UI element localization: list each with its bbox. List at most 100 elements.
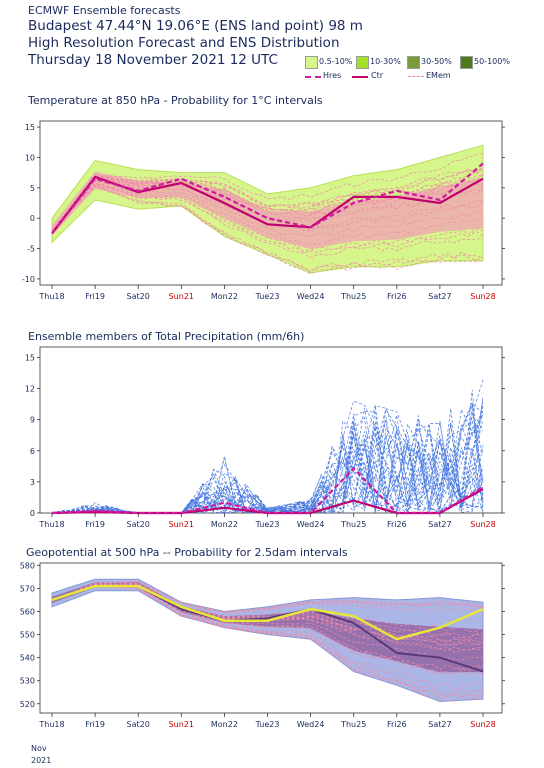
ensemble-member-line bbox=[51, 586, 484, 698]
legend-label-4: 50-100% bbox=[474, 57, 510, 66]
ensemble-member-line bbox=[51, 411, 484, 514]
ensemble-member-line bbox=[51, 582, 484, 632]
x-tick-label: Fri19 bbox=[85, 292, 105, 301]
y-tick-label: 15 bbox=[25, 353, 35, 362]
x-tick-label: Sun21 bbox=[169, 520, 194, 529]
x-tick-label: Sat27 bbox=[428, 292, 451, 301]
legend-emem-line bbox=[408, 76, 424, 77]
x-tick-label: Thu25 bbox=[340, 720, 366, 729]
ensemble-member-line bbox=[51, 419, 484, 514]
x-tick-label: Sun21 bbox=[169, 292, 194, 301]
precip-panel-title: Ensemble members of Total Precipitation … bbox=[28, 330, 305, 343]
ensemble-member-line bbox=[51, 396, 484, 514]
ensemble-member-line bbox=[51, 415, 484, 514]
ensemble-member-line bbox=[51, 404, 484, 514]
x-tick-label: Mon22 bbox=[211, 720, 238, 729]
ensemble-member-line bbox=[51, 586, 484, 690]
y-tick-label: 580 bbox=[20, 561, 35, 570]
ensemble-member-line bbox=[51, 413, 484, 514]
x-tick-label: Wed24 bbox=[297, 720, 325, 729]
ensemble-member-line bbox=[51, 178, 484, 231]
ensemble-member-line bbox=[51, 404, 484, 514]
ensemble-member-line bbox=[52, 408, 484, 514]
header-line1: ECMWF Ensemble forecasts bbox=[28, 4, 181, 17]
legend-swatch-2 bbox=[356, 56, 369, 69]
ensemble-member-line bbox=[51, 178, 484, 231]
ensemble-member-line bbox=[51, 581, 484, 613]
x-tick-label: Sun28 bbox=[470, 292, 495, 301]
legend-label-1: 0.5-10% bbox=[319, 57, 353, 66]
ensemble-member-line bbox=[51, 586, 484, 694]
x-tick-label: Tue23 bbox=[255, 720, 280, 729]
x-tick-label: Fri19 bbox=[85, 520, 105, 529]
y-tick-label: 0 bbox=[30, 214, 35, 223]
date-footer-year: 2021 bbox=[31, 756, 52, 765]
header-subtitle: High Resolution Forecast and ENS Distrib… bbox=[28, 35, 340, 51]
ensemble-member-line bbox=[51, 177, 484, 231]
legend-swatch-3 bbox=[407, 56, 420, 69]
x-tick-label: Thu18 bbox=[38, 720, 64, 729]
ensemble-member-line bbox=[51, 585, 484, 676]
ensemble-member-line bbox=[51, 586, 484, 699]
y-tick-label: 12 bbox=[25, 385, 35, 394]
ensemble-band-outer bbox=[51, 578, 484, 703]
ensemble-member-line bbox=[51, 185, 484, 275]
ensemble-member-line bbox=[51, 168, 484, 231]
y-tick-label: 520 bbox=[20, 700, 35, 709]
legend-hres-line bbox=[305, 76, 321, 78]
y-tick-label: 9 bbox=[30, 416, 35, 425]
legend-swatch-4 bbox=[460, 56, 473, 69]
ensemble-member-line bbox=[51, 183, 484, 259]
y-tick-label: 0 bbox=[30, 509, 35, 518]
ensemble-member-line bbox=[51, 183, 484, 252]
x-tick-label: Sat27 bbox=[428, 520, 451, 529]
x-tick-label: Mon22 bbox=[211, 292, 238, 301]
legend-hres-label: Hres bbox=[323, 71, 342, 80]
legend-ctr-label: Ctr bbox=[371, 71, 384, 80]
ensemble-member-line bbox=[51, 171, 484, 231]
ensemble-member-line bbox=[51, 186, 484, 273]
x-tick-label: Tue23 bbox=[255, 520, 280, 529]
header-location: Budapest 47.44°N 19.06°E (ENS land point… bbox=[28, 18, 363, 34]
ensemble-band-inner bbox=[52, 582, 483, 673]
ensemble-member-line bbox=[52, 402, 484, 514]
ensemble-member-line bbox=[51, 585, 484, 670]
y-tick-label: -5 bbox=[27, 245, 35, 254]
x-tick-label: Sun21 bbox=[169, 720, 194, 729]
plot-frame bbox=[39, 120, 503, 286]
ensemble-member-line bbox=[51, 583, 484, 639]
y-tick-label: 550 bbox=[20, 631, 35, 640]
y-tick-label: 570 bbox=[20, 584, 35, 593]
y-tick-label: 530 bbox=[20, 677, 35, 686]
ensemble-member-line bbox=[51, 402, 484, 514]
legend-label-3: 30-50% bbox=[421, 57, 452, 66]
ensemble-member-line bbox=[51, 586, 484, 702]
ensemble-member-line bbox=[51, 411, 484, 514]
ensemble-member-line bbox=[51, 153, 484, 231]
ensemble-member-line bbox=[51, 184, 484, 271]
x-tick-label: Sun28 bbox=[470, 720, 495, 729]
header-date: Thursday 18 November 2021 12 UTC bbox=[28, 52, 278, 68]
legend-label-2: 10-30% bbox=[370, 57, 401, 66]
legend-ctr-line bbox=[352, 76, 368, 78]
legend-swatch-1 bbox=[305, 56, 318, 69]
y-tick-label: 10 bbox=[25, 153, 35, 162]
y-tick-label: 560 bbox=[20, 607, 35, 616]
x-tick-label: Tue23 bbox=[255, 292, 280, 301]
x-tick-label: Thu25 bbox=[340, 292, 366, 301]
x-tick-label: Sat20 bbox=[127, 292, 150, 301]
hres-line bbox=[51, 584, 484, 641]
ensemble-member-line bbox=[51, 408, 484, 514]
ensemble-member-line bbox=[51, 178, 484, 231]
y-tick-label: 3 bbox=[30, 478, 35, 487]
temperature-panel-title: Temperature at 850 hPa - Probability for… bbox=[28, 94, 323, 107]
date-footer-month: Nov bbox=[31, 744, 47, 753]
plot-frame bbox=[39, 562, 503, 714]
x-tick-label: Sun28 bbox=[470, 520, 495, 529]
x-tick-label: Sat20 bbox=[127, 720, 150, 729]
y-tick-label: -10 bbox=[22, 275, 35, 284]
geopotential-panel-title: Geopotential at 500 hPa -- Probability f… bbox=[26, 546, 348, 559]
x-tick-label: Fri26 bbox=[387, 720, 407, 729]
y-tick-label: 5 bbox=[30, 184, 35, 193]
